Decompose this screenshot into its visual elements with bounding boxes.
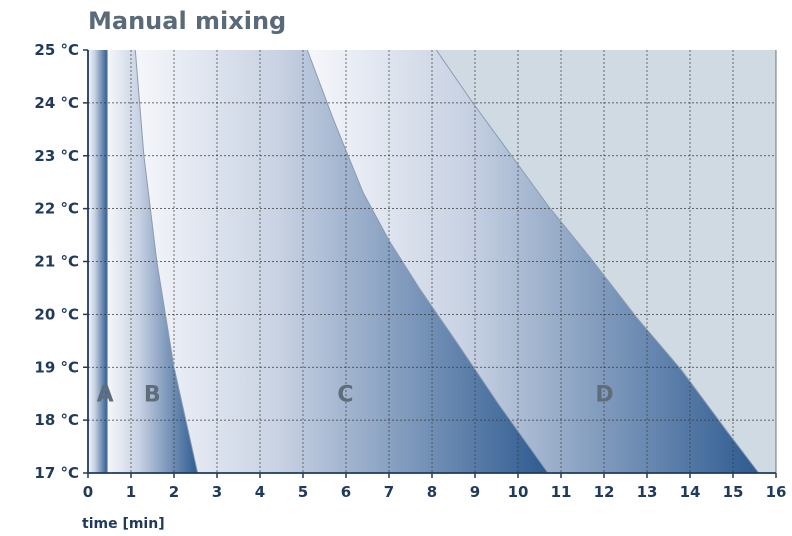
boundary-b-line xyxy=(134,49,199,474)
x-tick-label: 3 xyxy=(212,483,222,501)
x-tick-label: 12 xyxy=(594,483,615,501)
chart-title: Manual mixing xyxy=(88,7,286,35)
x-tick-label: 13 xyxy=(637,483,658,501)
boundary-c-line xyxy=(306,49,549,474)
y-tick-label: 24 °C xyxy=(34,94,79,112)
x-tick-label: 10 xyxy=(508,483,529,501)
x-tick-label: 0 xyxy=(83,483,93,501)
zone-labels: A B C D xyxy=(97,383,614,408)
x-tick-label: 7 xyxy=(384,483,394,501)
x-tick-label: 8 xyxy=(427,483,437,501)
grid xyxy=(88,50,776,473)
x-tick-label: 4 xyxy=(255,483,265,501)
y-tick-label: 22 °C xyxy=(34,200,79,218)
x-tick-label: 9 xyxy=(470,483,480,501)
zone-boundaries xyxy=(106,49,760,474)
x-tick-label: 11 xyxy=(551,483,572,501)
y-tick-label: 18 °C xyxy=(34,411,79,429)
y-tick-label: 17 °C xyxy=(34,464,79,482)
x-tick-label: 15 xyxy=(723,483,744,501)
x-tick-label: 6 xyxy=(341,483,351,501)
zone-label-b: B xyxy=(144,383,161,408)
zone-label-a: A xyxy=(97,383,114,408)
x-tick-label: 14 xyxy=(680,483,701,501)
x-tick-label: 1 xyxy=(126,483,136,501)
y-tick-label: 20 °C xyxy=(34,305,79,323)
x-axis-label: time [min] xyxy=(82,516,165,532)
y-tick-label: 25 °C xyxy=(34,41,79,59)
y-tick-label: 23 °C xyxy=(34,147,79,165)
y-tick-label: 19 °C xyxy=(34,358,79,376)
axes xyxy=(83,49,777,478)
x-tick-label: 5 xyxy=(298,483,308,501)
x-tick-label: 16 xyxy=(766,483,787,501)
boundary-d-line xyxy=(435,49,760,474)
zone-label-c: C xyxy=(337,383,353,408)
x-tick-label: 2 xyxy=(169,483,179,501)
zone-label-d: D xyxy=(595,383,613,408)
y-tick-label: 21 °C xyxy=(34,253,79,271)
